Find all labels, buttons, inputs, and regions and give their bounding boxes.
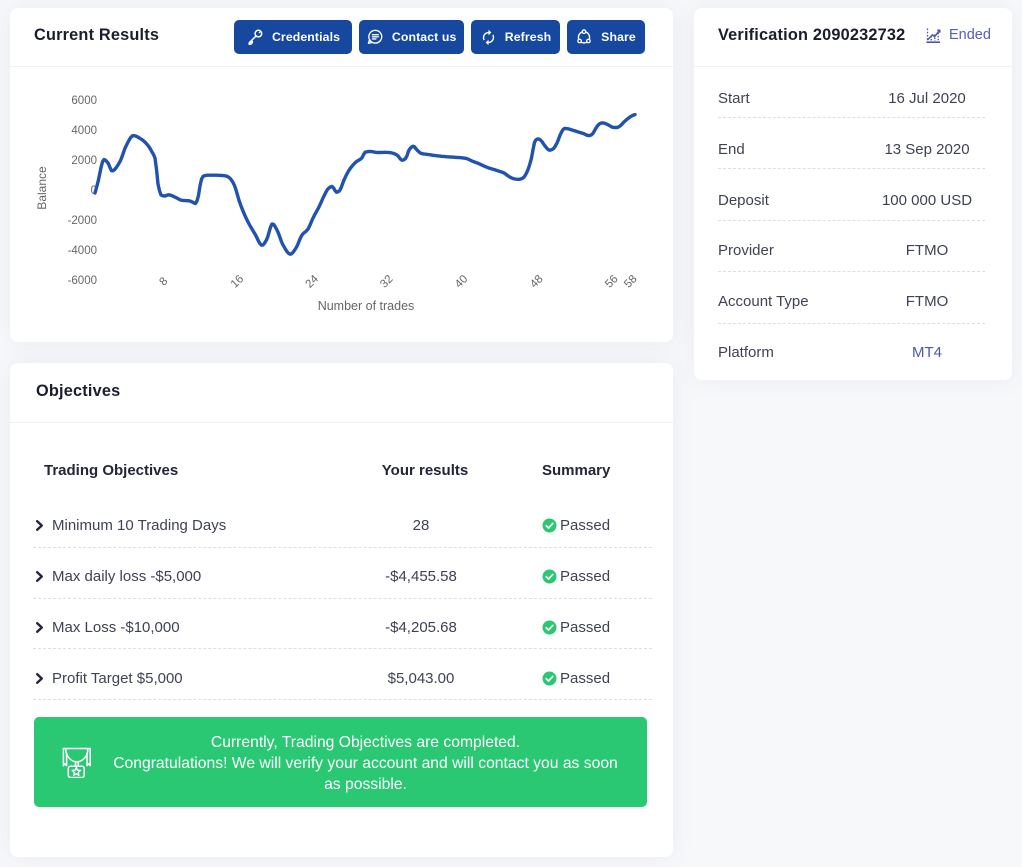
- svg-text:32: 32: [378, 273, 396, 291]
- svg-text:40: 40: [453, 273, 471, 291]
- svg-text:-2000: -2000: [68, 215, 97, 227]
- svg-text:4000: 4000: [71, 125, 97, 137]
- svg-text:Number of trades: Number of trades: [318, 299, 415, 313]
- svg-text:58: 58: [622, 273, 640, 291]
- svg-text:2000: 2000: [71, 155, 97, 167]
- svg-text:48: 48: [528, 273, 546, 291]
- svg-text:6000: 6000: [71, 95, 97, 107]
- svg-text:Balance: Balance: [35, 166, 49, 210]
- svg-text:56: 56: [603, 273, 621, 291]
- svg-text:24: 24: [304, 273, 322, 291]
- svg-text:8: 8: [157, 275, 170, 288]
- svg-text:-6000: -6000: [68, 275, 97, 287]
- svg-text:16: 16: [229, 273, 247, 291]
- svg-text:-4000: -4000: [68, 245, 97, 257]
